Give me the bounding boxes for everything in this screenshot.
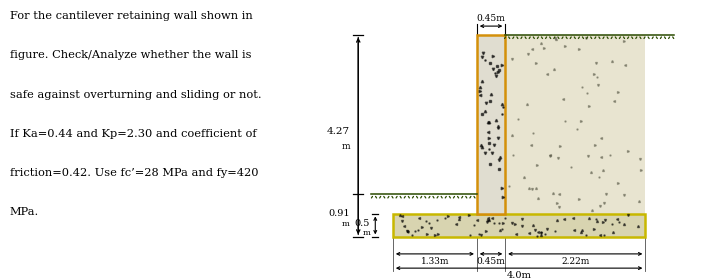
Text: figure. Check/Analyze whether the wall is: figure. Check/Analyze whether the wall i… <box>10 50 252 60</box>
FancyBboxPatch shape <box>393 214 645 237</box>
Text: 4.0m: 4.0m <box>507 271 531 280</box>
Text: friction=0.42. Use fc’=28 MPa and fy=420: friction=0.42. Use fc’=28 MPa and fy=420 <box>10 168 258 178</box>
Text: 0.45m: 0.45m <box>477 14 505 23</box>
Text: m: m <box>363 228 371 237</box>
Text: 2.22m: 2.22m <box>561 257 590 266</box>
Text: 1.33m: 1.33m <box>420 257 449 266</box>
Text: 0.45m: 0.45m <box>477 257 505 266</box>
FancyBboxPatch shape <box>505 35 645 214</box>
FancyBboxPatch shape <box>477 35 505 214</box>
Text: For the cantilever retaining wall shown in: For the cantilever retaining wall shown … <box>10 11 252 21</box>
Text: 0.5: 0.5 <box>355 219 371 228</box>
Text: m: m <box>342 142 350 151</box>
Text: 0.91: 0.91 <box>329 209 350 218</box>
Text: If Ka=0.44 and Kp=2.30 and coefficient of: If Ka=0.44 and Kp=2.30 and coefficient o… <box>10 129 257 139</box>
Text: 4.27: 4.27 <box>327 127 350 136</box>
Text: MPa.: MPa. <box>10 207 39 217</box>
Text: m: m <box>342 220 350 228</box>
Text: safe against overturning and sliding or not.: safe against overturning and sliding or … <box>10 90 262 100</box>
